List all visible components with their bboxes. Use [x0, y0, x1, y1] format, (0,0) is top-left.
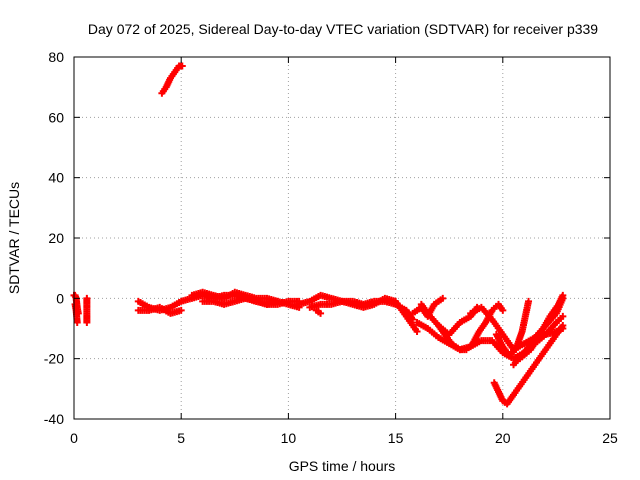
x-tick-label: 20	[495, 430, 511, 446]
y-tick-label: 0	[56, 290, 64, 306]
data-point	[177, 306, 185, 314]
data-point	[178, 62, 186, 70]
series-sat-o	[434, 300, 507, 354]
x-tick-label: 10	[281, 430, 297, 446]
data-point	[559, 291, 567, 299]
data-points	[70, 62, 567, 408]
x-tick-label: 0	[70, 430, 78, 446]
y-tick-label: 40	[48, 170, 64, 186]
data-point	[413, 328, 421, 336]
data-point	[439, 294, 447, 302]
y-tick-label: 80	[48, 49, 64, 65]
y-axis-label: SDTVAR / TECUs	[6, 182, 22, 294]
grid-lines	[74, 57, 610, 419]
series-sat-j	[306, 294, 421, 336]
series-sat-q	[490, 321, 567, 408]
series-sat-f	[134, 303, 185, 317]
data-point	[525, 297, 533, 305]
data-point	[499, 306, 507, 314]
series-sat-r	[492, 297, 533, 360]
y-tick-label: -40	[44, 411, 64, 427]
series-sat-d	[158, 62, 186, 97]
series-sat-b	[71, 300, 81, 326]
x-tick-label: 5	[177, 430, 185, 446]
x-tick-label: 15	[388, 430, 404, 446]
series-sat-k	[312, 306, 325, 317]
y-axis-ticks: -40 -20 0 20 40 60 80	[44, 49, 610, 427]
x-axis-ticks: 0 5 10 15 20 25	[70, 57, 618, 446]
data-point	[73, 318, 81, 326]
data-point	[83, 318, 91, 326]
chart-title: Day 072 of 2025, Sidereal Day-to-day VTE…	[88, 21, 598, 37]
series-sat-c	[83, 294, 91, 326]
data-point	[559, 312, 567, 320]
x-tick-label: 25	[602, 430, 618, 446]
y-tick-label: 20	[48, 230, 64, 246]
data-point	[559, 321, 567, 329]
x-axis-label: GPS time / hours	[289, 458, 396, 474]
data-point	[317, 309, 325, 317]
data-point	[274, 297, 282, 305]
y-tick-label: 60	[48, 109, 64, 125]
series-sat-t	[516, 291, 567, 363]
y-tick-label: -20	[44, 351, 64, 367]
series-sat-h	[199, 294, 282, 308]
